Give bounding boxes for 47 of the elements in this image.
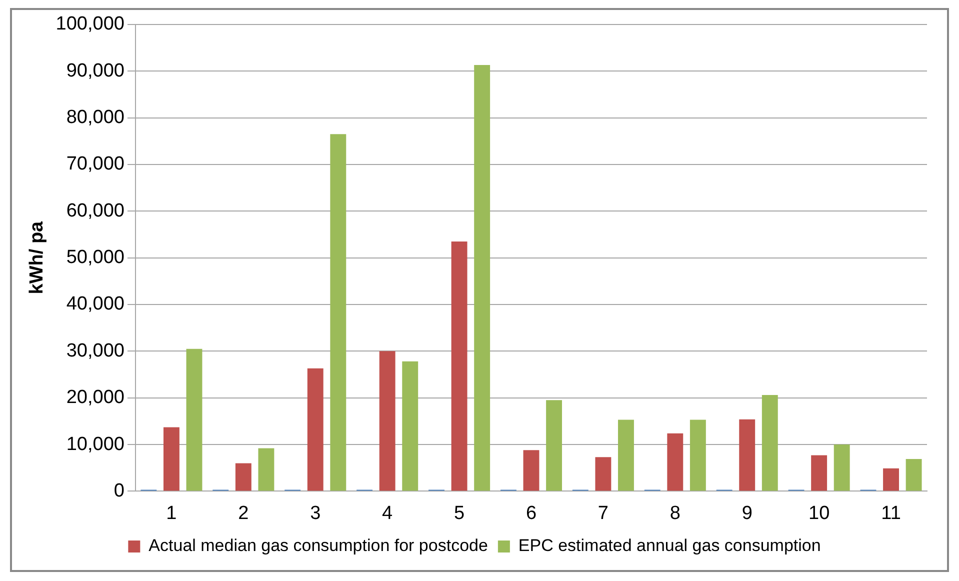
bar <box>379 351 396 491</box>
x-tick-label: 5 <box>454 502 465 524</box>
y-tick-label: 60,000 <box>66 200 124 222</box>
y-tick-label: 80,000 <box>66 106 124 128</box>
legend-label: Actual median gas consumption for postcode <box>148 536 488 556</box>
y-tick-label: 0 <box>114 480 124 502</box>
x-tick-label: 8 <box>670 502 680 524</box>
bar <box>402 361 418 491</box>
bar <box>523 450 540 491</box>
y-tick-label: 70,000 <box>66 154 124 175</box>
y-tick-label: 10,000 <box>66 434 124 455</box>
bar <box>906 458 922 491</box>
bar <box>307 368 324 491</box>
x-tick-label: 7 <box>598 502 608 524</box>
bar <box>235 463 252 491</box>
bar <box>883 468 899 491</box>
bar <box>595 457 612 491</box>
y-tick-label: 20,000 <box>66 387 124 408</box>
y-tick-label: 100,000 <box>56 14 124 35</box>
bar <box>546 400 562 491</box>
x-tick-label: 10 <box>808 502 830 524</box>
bar <box>762 395 778 491</box>
x-tick-label: 4 <box>382 502 394 524</box>
legend-label: EPC estimated annual gas consumption <box>518 536 821 556</box>
x-tick-label: 11 <box>881 502 901 524</box>
bar <box>474 65 490 491</box>
bar <box>330 134 346 491</box>
bar <box>739 419 756 491</box>
bar <box>667 433 684 491</box>
bar <box>186 348 202 491</box>
bar <box>258 448 274 491</box>
bar <box>690 420 706 491</box>
y-tick-label: 30,000 <box>66 340 124 362</box>
y-tick-label: 40,000 <box>66 294 124 315</box>
x-tick-label: 2 <box>238 502 249 524</box>
x-tick-label: 1 <box>166 502 177 524</box>
bar <box>834 444 850 491</box>
y-tick-label: 50,000 <box>66 247 124 268</box>
x-tick-label: 3 <box>310 502 321 524</box>
bar <box>811 455 828 491</box>
y-axis-title: kWh/ pa <box>26 220 48 294</box>
bar <box>163 427 180 491</box>
bar <box>451 241 468 491</box>
x-tick-label: 9 <box>742 502 752 524</box>
y-tick-label: 90,000 <box>66 60 124 82</box>
x-tick-label: 6 <box>526 502 537 524</box>
bar <box>618 420 634 491</box>
